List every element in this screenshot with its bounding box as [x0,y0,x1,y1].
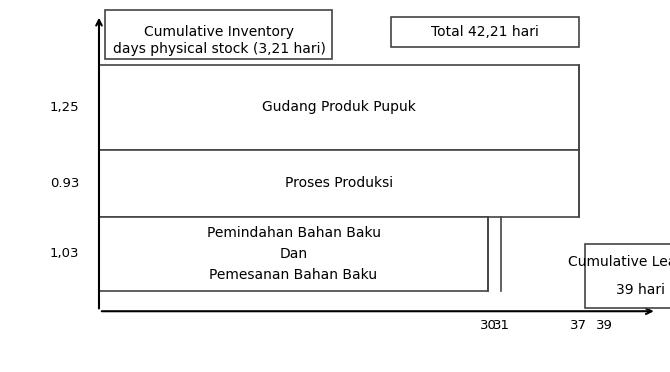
Bar [99,217,488,291]
Text: Proses Produksi: Proses Produksi [285,176,393,190]
Text: 39 hari: 39 hari [616,283,665,297]
Text: days physical stock (3,21 hari): days physical stock (3,21 hari) [113,42,326,57]
Bar [105,10,332,59]
Text: 39: 39 [596,319,613,332]
Text: Pemindahan Bahan Baku
Dan
Pemesanan Bahan Baku: Pemindahan Bahan Baku Dan Pemesanan Baha… [206,227,381,282]
Bar [99,150,579,217]
Text: 30: 30 [480,319,496,332]
Bar [391,17,579,47]
Text: 1,03: 1,03 [50,247,80,260]
Text: 0.93: 0.93 [50,177,80,190]
Bar [586,244,670,308]
Text: 31: 31 [492,319,509,332]
Text: Cumulative Lead tim: Cumulative Lead tim [568,255,670,269]
Text: Total 42,21 hari: Total 42,21 hari [431,25,539,39]
Text: Gudang Produk Pupuk: Gudang Produk Pupuk [262,100,416,115]
Text: 1,25: 1,25 [50,101,80,114]
Bar [99,65,579,150]
Text: 37: 37 [570,319,588,332]
Text: Cumulative Inventory: Cumulative Inventory [144,25,294,39]
